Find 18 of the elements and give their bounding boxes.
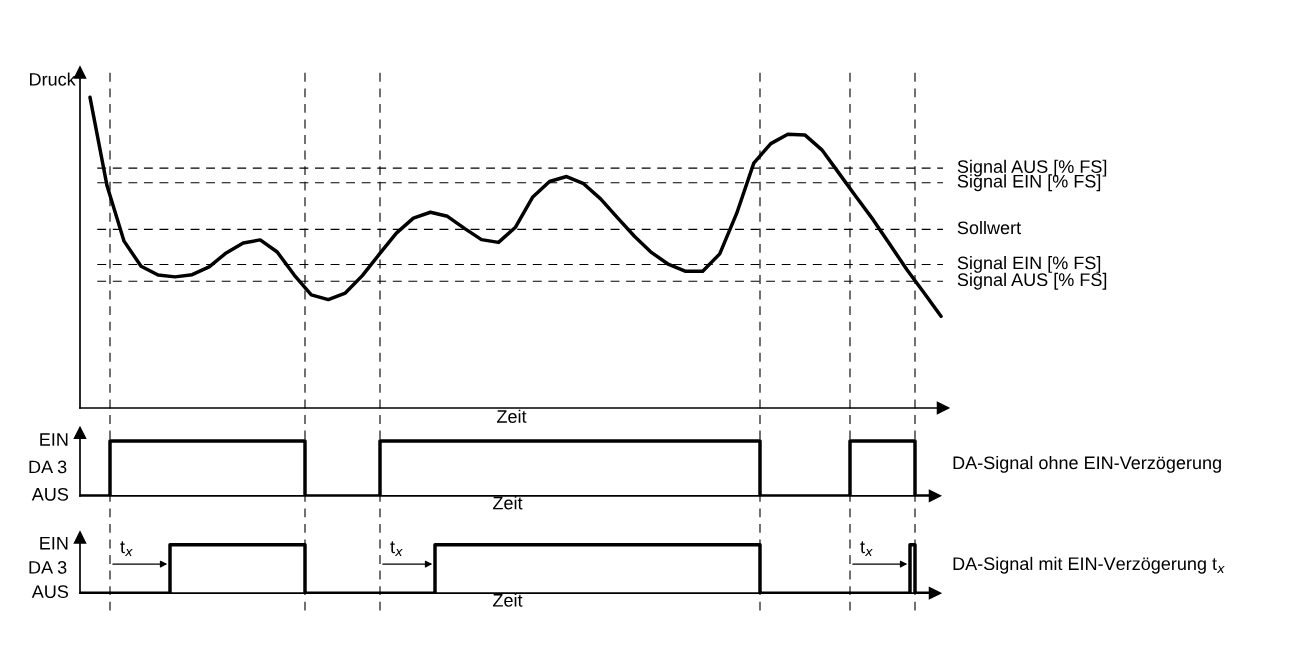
text: DA-Signal ohne EIN-Verzögerung xyxy=(953,455,1221,473)
annotation: t$_{x}$ xyxy=(860,541,873,556)
annotation: t$_{x}$ xyxy=(390,541,403,556)
ref-line-label: Signal EIN [% FS] xyxy=(957,256,1101,273)
text: AUS xyxy=(31,585,69,599)
text: AUS xyxy=(31,487,69,501)
text: EIN xyxy=(40,433,68,446)
x-axis-title: Zeit xyxy=(493,496,523,510)
text: DA-Signal mit EIN-Verzögerung t$_{x}$ xyxy=(953,556,1225,574)
y-axis-title: Druck xyxy=(30,72,76,86)
y-axis-title: DA 3 xyxy=(29,561,67,574)
x-axis-title: Zeit xyxy=(493,593,523,607)
ref-line-label: Sollwert xyxy=(957,220,1021,235)
x-axis-title: Zeit xyxy=(497,409,527,423)
ref-line-label: Signal AUS [% FS] xyxy=(957,272,1107,290)
text: EIN xyxy=(40,536,68,550)
y-axis-title: DA 3 xyxy=(29,460,67,474)
annotation: t$_{x}$ xyxy=(120,541,133,556)
